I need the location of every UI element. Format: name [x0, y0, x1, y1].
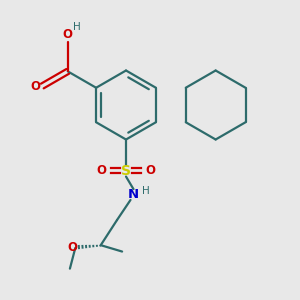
- Text: O: O: [145, 164, 155, 177]
- Text: O: O: [68, 241, 78, 254]
- Text: H: H: [73, 22, 81, 32]
- Text: S: S: [121, 164, 131, 178]
- Text: O: O: [31, 80, 41, 92]
- Text: O: O: [97, 164, 107, 177]
- Text: N: N: [128, 188, 139, 201]
- Text: O: O: [63, 28, 73, 40]
- Text: H: H: [142, 186, 150, 196]
